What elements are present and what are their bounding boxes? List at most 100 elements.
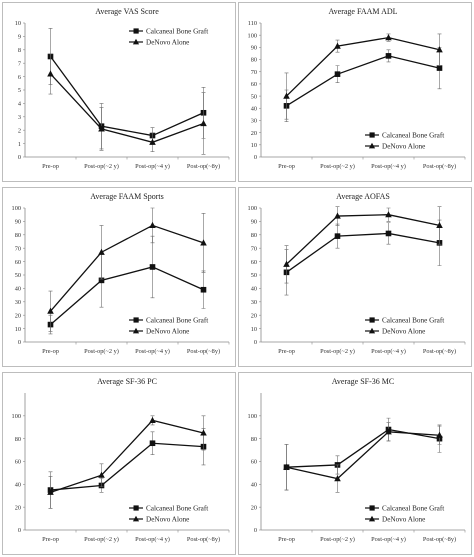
- x-tick-label: Post-op(~4 y): [371, 536, 406, 543]
- series-line: [286, 36, 440, 97]
- y-tick-label: 70: [15, 245, 21, 252]
- square-marker-icon: [369, 132, 375, 138]
- legend: Calcaneal Bone Graft DeNovo Alone: [129, 317, 208, 336]
- data-point: [385, 230, 392, 237]
- y-tick-label: 8: [18, 47, 21, 54]
- square-marker-icon: [133, 28, 139, 34]
- y-tick-label: 40: [251, 482, 257, 489]
- data-point: [334, 233, 341, 239]
- data-point: [149, 138, 156, 145]
- legend: Calcaneal Bone Graft DeNovo Alone: [129, 505, 208, 524]
- y-tick-label: 10: [251, 326, 257, 333]
- x-tick-label: Post-op(~4 y): [371, 348, 406, 355]
- y-tick-label: 100: [12, 413, 21, 420]
- y-tick-label: 1: [18, 141, 21, 148]
- data-point: [149, 440, 156, 447]
- triangle-marker-icon: [132, 515, 140, 522]
- x-tick-label: Post-op(~2 y): [84, 163, 119, 170]
- chart-title: Average FAAM Sports: [90, 192, 163, 201]
- chart-panel-sf36-pc: Average SF-36 PC 0 20 40 60 80 100 Pre-op Post-o…: [2, 372, 236, 555]
- series-line: [50, 224, 204, 312]
- y-tick-label: 20: [251, 504, 257, 511]
- y-tick-label: 5: [18, 87, 21, 94]
- series-calcaneal: [283, 47, 443, 122]
- square-marker-icon: [369, 317, 375, 323]
- chart-svg: Average AOFAS 0 10 20 30 40 50 60 70 80 90 100 Pre-o…: [248, 192, 466, 355]
- chart-panel-sf36-mc: Average SF-36 MC 0 20 40 60 80 100 Pre-op Post-o…: [238, 372, 472, 555]
- series-denovo: [47, 207, 207, 332]
- y-tick-label: 100: [12, 205, 21, 212]
- chart-svg: Average VAS Score 0 1 2 3 4 5 6 7 8 9 10 Pre-op Post-…: [15, 7, 230, 170]
- x-tick-label: Pre-op: [278, 536, 295, 543]
- y-tick-label: 20: [251, 130, 257, 137]
- x-tick-label: Post-op(~8y): [423, 163, 456, 170]
- triangle-marker-icon: [368, 327, 376, 334]
- x-tick-label: Post-op(~2 y): [320, 163, 355, 170]
- x-tick-label: Post-op(~2 y): [84, 536, 119, 543]
- chart-svg: Average SF-36 MC 0 20 40 60 80 100 Pre-op Post-o…: [248, 377, 466, 543]
- square-marker-icon: [133, 317, 139, 323]
- x-tick-label: Post-op(~8y): [187, 536, 220, 543]
- y-tick-label: 40: [15, 482, 21, 489]
- x-tick-label: Post-op(~8y): [187, 348, 220, 355]
- data-point: [283, 260, 290, 267]
- series-line: [286, 232, 440, 273]
- y-tick-label: 2: [18, 127, 21, 134]
- legend-label: Calcaneal Bone Graft: [382, 505, 444, 513]
- y-tick-label: 70: [251, 69, 257, 76]
- y-tick-label: 60: [15, 459, 21, 466]
- data-point: [200, 429, 207, 436]
- y-tick-label: 0: [18, 527, 21, 534]
- legend-label: DeNovo Alone: [146, 328, 189, 336]
- y-tick-label: 80: [15, 232, 21, 239]
- legend-label: Calcaneal Bone Graft: [146, 317, 208, 325]
- x-tick-label: Post-op(~8y): [423, 348, 456, 355]
- square-marker-icon: [369, 505, 375, 511]
- data-point: [98, 248, 105, 255]
- legend-label: DeNovo Alone: [382, 328, 425, 336]
- data-point: [200, 286, 207, 293]
- series-denovo: [283, 33, 443, 120]
- y-tick-label: 90: [15, 219, 21, 226]
- data-point: [436, 46, 443, 53]
- chart-panel-faam-adl: Average FAAM ADL 0 10 20 30 40 50 60 70 80 90 100 11…: [238, 2, 472, 182]
- data-point: [385, 211, 392, 218]
- data-point: [283, 92, 290, 99]
- y-tick-label: 70: [251, 245, 257, 252]
- chart-title: Average SF-36 PC: [97, 377, 157, 386]
- data-point: [98, 277, 105, 284]
- y-tick-label: 3: [18, 114, 21, 121]
- chart-panel-faam-sports: Average FAAM Sports 0 10 20 30 40 50 60 70 80 90 10…: [2, 187, 236, 367]
- data-point: [385, 34, 392, 41]
- y-tick-label: 100: [248, 32, 257, 39]
- legend: Calcaneal Bone Graft DeNovo Alone: [365, 505, 444, 524]
- x-tick-label: Post-op(~2 y): [320, 536, 355, 543]
- y-tick-label: 30: [251, 118, 257, 125]
- chart-svg: Average FAAM Sports 0 10 20 30 40 50 60 70 80 90 10…: [12, 192, 230, 355]
- series-line: [50, 442, 204, 491]
- data-point: [98, 125, 105, 132]
- data-point: [334, 212, 341, 219]
- y-tick-label: 90: [251, 45, 257, 52]
- legend-label: Calcaneal Bone Graft: [382, 132, 444, 140]
- series-calcaneal: [47, 428, 207, 509]
- legend: Calcaneal Bone Graft DeNovo Alone: [365, 317, 444, 336]
- chart-svg: Average SF-36 PC 0 20 40 60 80 100 Pre-op Post-o…: [12, 377, 230, 543]
- data-point: [98, 471, 105, 478]
- y-tick-label: 4: [18, 101, 22, 108]
- y-tick-label: 0: [18, 154, 21, 161]
- legend-label: DeNovo Alone: [146, 516, 189, 524]
- x-tick-label: Post-op(~4 y): [135, 163, 170, 170]
- y-tick-label: 0: [18, 339, 21, 346]
- y-tick-label: 80: [251, 57, 257, 64]
- y-tick-label: 20: [15, 312, 21, 319]
- legend-label: Calcaneal Bone Graft: [146, 28, 208, 36]
- data-point: [436, 221, 443, 229]
- series-denovo: [283, 422, 443, 493]
- triangle-marker-icon: [132, 38, 140, 45]
- triangle-marker-icon: [368, 142, 376, 149]
- chart-svg: Average FAAM ADL 0 10 20 30 40 50 60 70 80 90 100 11…: [248, 7, 466, 170]
- series-line: [286, 214, 440, 265]
- y-tick-label: 30: [15, 299, 21, 306]
- y-tick-label: 6: [18, 74, 21, 81]
